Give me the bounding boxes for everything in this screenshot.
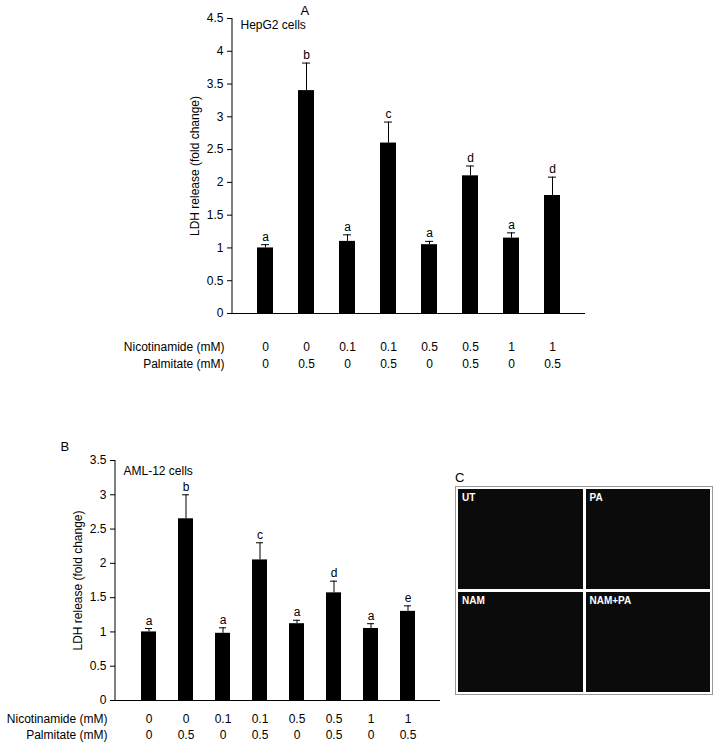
svg-text:0: 0: [100, 693, 107, 707]
svg-text:a: a: [426, 226, 433, 240]
svg-text:A: A: [301, 3, 310, 18]
svg-text:2: 2: [100, 556, 107, 570]
svg-text:1.5: 1.5: [90, 590, 107, 604]
svg-text:0: 0: [183, 712, 190, 726]
svg-text:0.5: 0.5: [252, 728, 269, 742]
svg-text:0: 0: [294, 728, 301, 742]
svg-text:1.5: 1.5: [207, 208, 224, 222]
svg-text:c: c: [386, 107, 392, 121]
html-text:PA: PA: [589, 492, 603, 503]
svg-text:2.5: 2.5: [90, 522, 107, 536]
svg-text:3: 3: [100, 488, 107, 502]
html-text:C: C: [455, 470, 465, 485]
svg-text:0.5: 0.5: [421, 340, 438, 354]
svg-text:0.1: 0.1: [339, 340, 356, 354]
svg-text:0.1: 0.1: [380, 340, 397, 354]
svg-text:1: 1: [405, 712, 412, 726]
svg-text:HepG2 cells: HepG2 cells: [241, 18, 306, 32]
svg-text:0.5: 0.5: [462, 357, 479, 371]
svg-text:0: 0: [344, 357, 351, 371]
svg-text:0.5: 0.5: [326, 728, 343, 742]
svg-text:0: 0: [262, 340, 269, 354]
svg-text:0.5: 0.5: [544, 357, 561, 371]
svg-text:0: 0: [426, 357, 433, 371]
svg-text:a: a: [146, 614, 153, 628]
svg-text:0: 0: [220, 728, 227, 742]
svg-text:1: 1: [508, 340, 515, 354]
html-text:NAM: NAM: [462, 595, 485, 606]
svg-text:AML-12 cells: AML-12 cells: [124, 464, 193, 478]
svg-text:3.5: 3.5: [207, 77, 224, 91]
svg-text:4: 4: [217, 44, 224, 58]
svg-text:0: 0: [303, 340, 310, 354]
svg-text:0.1: 0.1: [215, 712, 232, 726]
svg-text:1: 1: [100, 625, 107, 639]
svg-text:a: a: [294, 605, 301, 619]
svg-text:3: 3: [217, 110, 224, 124]
svg-text:0.1: 0.1: [252, 712, 269, 726]
svg-text:Palmitate (mM): Palmitate (mM): [26, 728, 107, 742]
svg-text:0.5: 0.5: [298, 357, 315, 371]
svg-text:a: a: [508, 218, 515, 232]
svg-text:Palmitate (mM): Palmitate (mM): [143, 357, 224, 371]
svg-text:d: d: [467, 151, 474, 165]
svg-text:1: 1: [549, 340, 556, 354]
svg-text:a: a: [220, 613, 227, 627]
svg-text:0.5: 0.5: [90, 659, 107, 673]
svg-text:0.5: 0.5: [178, 728, 195, 742]
svg-text:1: 1: [368, 712, 375, 726]
svg-text:a: a: [368, 609, 375, 623]
svg-text:0.5: 0.5: [400, 728, 417, 742]
svg-text:Nicotinamide (mM): Nicotinamide (mM): [7, 712, 108, 726]
svg-text:0: 0: [146, 712, 153, 726]
svg-text:3.5: 3.5: [90, 453, 107, 467]
svg-text:b: b: [183, 480, 190, 494]
svg-text:0.5: 0.5: [380, 357, 397, 371]
svg-text:2: 2: [217, 175, 224, 189]
svg-text:1: 1: [217, 241, 224, 255]
svg-text:0.5: 0.5: [462, 340, 479, 354]
svg-text:LDH release (fold change): LDH release (fold change): [188, 96, 202, 236]
svg-text:c: c: [257, 528, 263, 542]
svg-text:4.5: 4.5: [207, 11, 224, 25]
svg-text:0: 0: [508, 357, 515, 371]
svg-text:B: B: [61, 439, 70, 454]
svg-text:0: 0: [217, 306, 224, 320]
svg-text:LDH release (fold change): LDH release (fold change): [71, 510, 85, 650]
svg-text:b: b: [303, 48, 310, 62]
svg-text:a: a: [344, 220, 351, 234]
svg-text:d: d: [549, 162, 556, 176]
html-text:UT: UT: [462, 492, 476, 503]
svg-text:a: a: [262, 230, 269, 244]
svg-text:0.5: 0.5: [326, 712, 343, 726]
html-text:NAM+PA: NAM+PA: [589, 595, 632, 606]
svg-text:0.5: 0.5: [289, 712, 306, 726]
svg-text:0.5: 0.5: [207, 274, 224, 288]
svg-text:d: d: [331, 566, 338, 580]
svg-text:0: 0: [262, 357, 269, 371]
svg-text:0: 0: [368, 728, 375, 742]
svg-text:Nicotinamide (mM): Nicotinamide (mM): [124, 340, 225, 354]
svg-text:e: e: [405, 591, 412, 605]
svg-text:0: 0: [146, 728, 153, 742]
svg-text:2.5: 2.5: [207, 142, 224, 156]
